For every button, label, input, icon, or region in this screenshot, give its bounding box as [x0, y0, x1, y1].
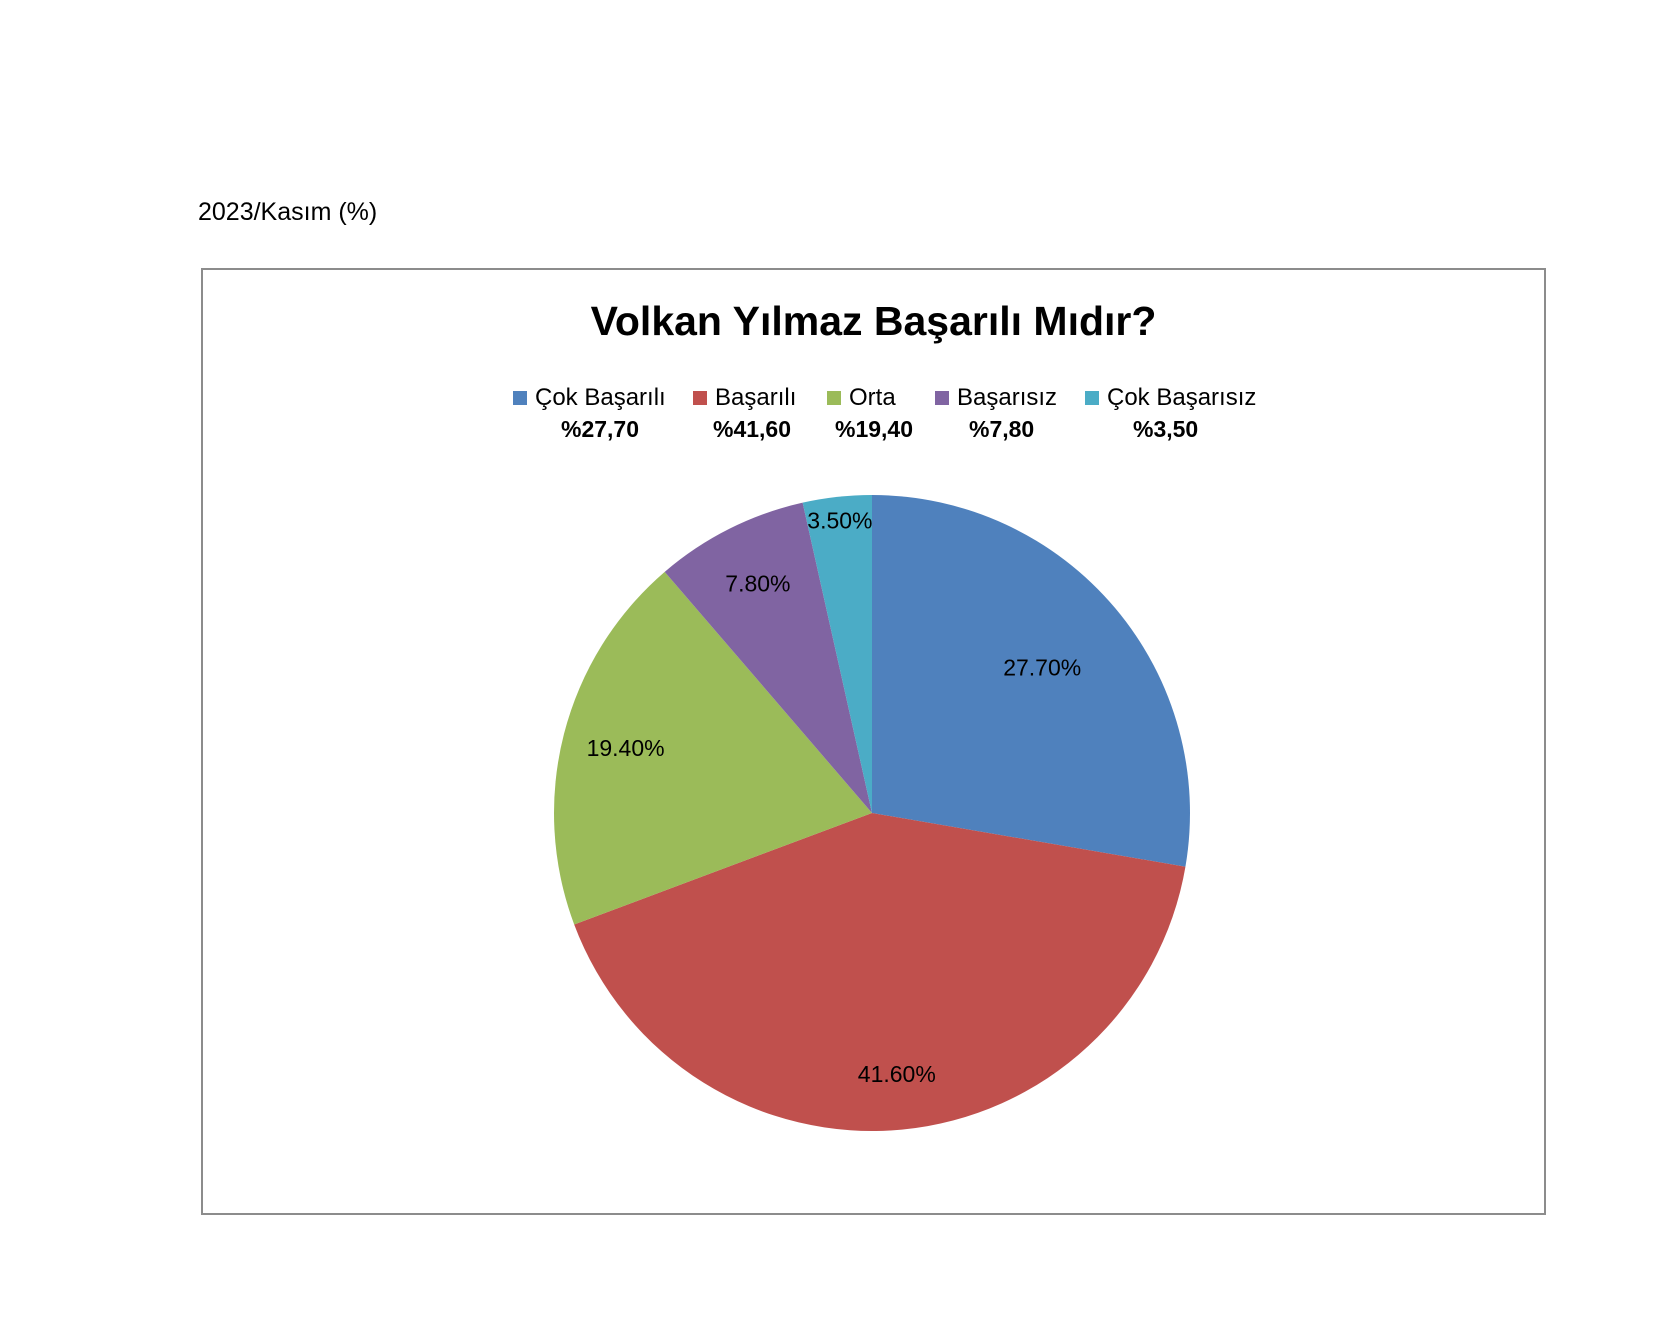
legend-label-basarisiz: Başarısız	[957, 384, 1058, 411]
legend-swatch-cok-basarili	[513, 391, 527, 405]
legend-swatch-orta	[827, 391, 841, 405]
pie-slice-cok-basarisiz	[802, 495, 872, 813]
legend-value-cok-basarisiz: %3,50	[1133, 416, 1199, 442]
data-label-basarili: 41.60%	[858, 1061, 936, 1087]
pie-slice-basarili	[574, 813, 1186, 1131]
legend-item-cok-basarisiz: Çok Başarısız %3,50	[1085, 384, 1257, 442]
data-label-cok-basarisiz: 3.50%	[807, 507, 872, 533]
legend-item-basarisiz: Başarısız %7,80	[935, 384, 1058, 442]
pie-chart: 27.70% 41.60% 19.40% 7.80% 3.50%	[554, 495, 1190, 1131]
chart-title: Volkan Yılmaz Başarılı Mıdır?	[590, 298, 1157, 344]
pie-slice-cok-basarili	[872, 495, 1190, 867]
data-label-basarisiz: 7.80%	[725, 571, 790, 597]
chart-legend: Çok Başarılı %27,70 Başarılı %41,60 Orta…	[203, 384, 1544, 464]
page-caption: 2023/Kasım (%)	[198, 198, 378, 226]
legend-label-basarili: Başarılı	[715, 384, 797, 411]
legend-label-cok-basarili: Çok Başarılı	[535, 384, 666, 411]
legend-value-basarili: %41,60	[713, 416, 792, 442]
legend-swatch-cok-basarisiz	[1085, 391, 1099, 405]
data-label-orta: 19.40%	[587, 735, 665, 761]
legend-label-orta: Orta	[849, 384, 896, 411]
pie-slice-orta	[554, 571, 872, 925]
data-label-cok-basarili: 27.70%	[1003, 655, 1081, 681]
legend-item-orta: Orta %19,40	[827, 384, 913, 442]
legend-value-cok-basarili: %27,70	[561, 416, 640, 442]
legend-value-basarisiz: %7,80	[969, 416, 1035, 442]
legend-value-orta: %19,40	[835, 416, 914, 442]
legend-label-cok-basarisiz: Çok Başarısız	[1107, 384, 1257, 411]
legend-swatch-basarisiz	[935, 391, 949, 405]
legend-swatch-basarili	[693, 391, 707, 405]
legend-item-basarili: Başarılı %41,60	[693, 384, 797, 442]
legend-item-cok-basarili: Çok Başarılı %27,70	[513, 384, 666, 442]
pie-slice-basarisiz	[664, 502, 872, 813]
chart-frame: Volkan Yılmaz Başarılı Mıdır? Çok Başarı…	[201, 268, 1546, 1215]
